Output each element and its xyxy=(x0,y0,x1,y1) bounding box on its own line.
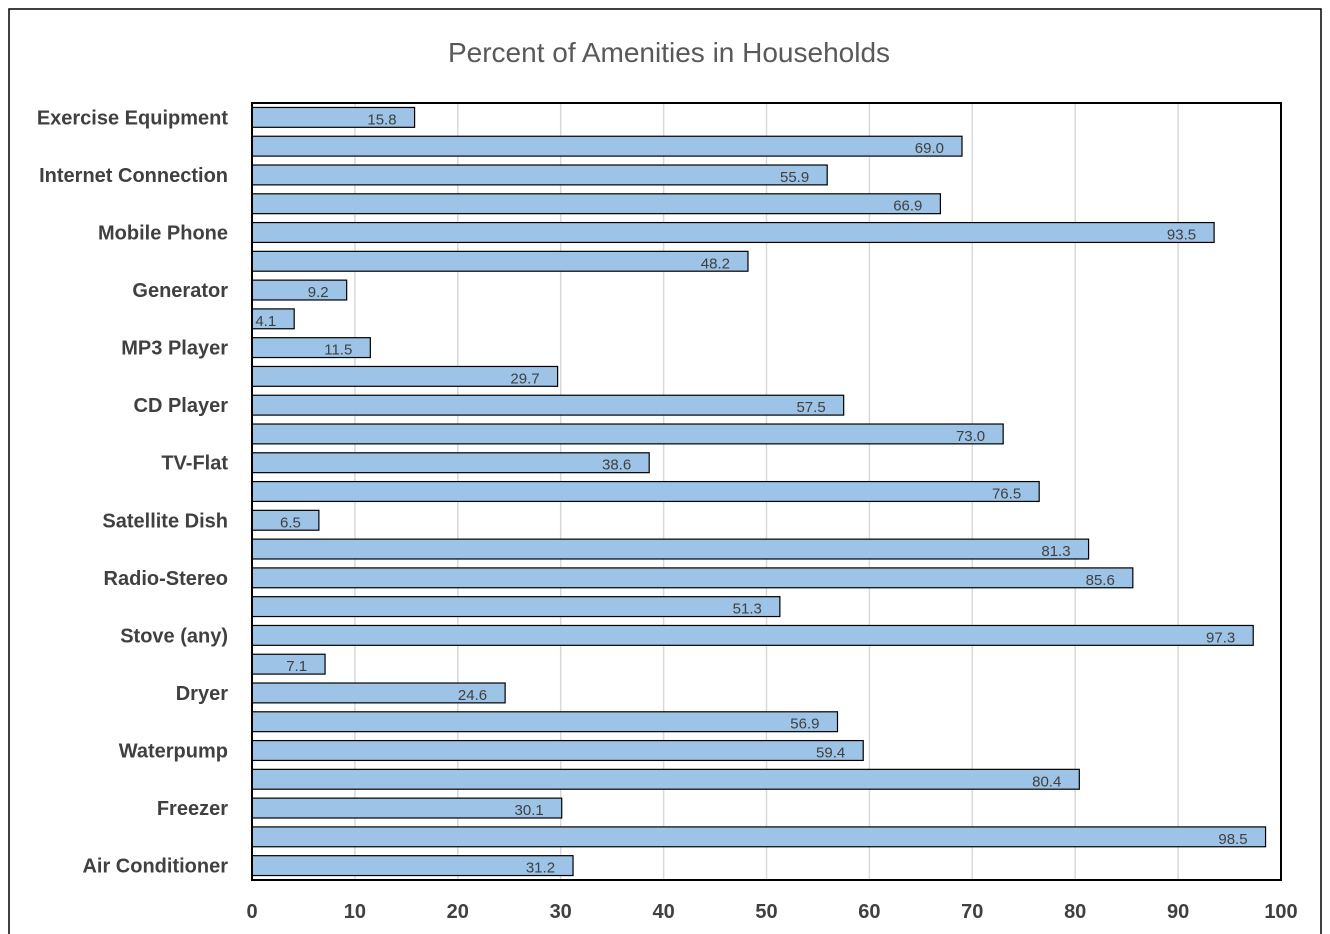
x-tick-label: 30 xyxy=(550,901,572,923)
category-label: Freezer xyxy=(157,798,228,820)
bar xyxy=(251,452,650,474)
category-label: Exercise Equipment xyxy=(37,107,229,129)
bar xyxy=(251,768,1080,790)
bar xyxy=(251,423,1004,445)
data-label: 24.6 xyxy=(458,687,487,704)
data-label: 85.6 xyxy=(1086,572,1115,589)
x-tick-label: 100 xyxy=(1264,901,1297,923)
data-label: 93.5 xyxy=(1167,227,1196,244)
data-label: 66.9 xyxy=(893,198,922,215)
bars: 31.2 98.5 30.1 80.4 59.4 56.9 24.6 7.1 97.3 51.3 8… xyxy=(251,106,1267,877)
bar xyxy=(251,394,845,416)
category-label: Generator xyxy=(132,280,228,302)
data-label: 15.8 xyxy=(367,111,396,128)
x-tick-label: 90 xyxy=(1167,901,1189,923)
bar xyxy=(251,135,963,157)
category-label: Waterpump xyxy=(119,741,228,763)
bar xyxy=(251,279,348,301)
bar xyxy=(251,538,1090,560)
category-label: Satellite Dish xyxy=(102,510,228,532)
x-tick-label: 60 xyxy=(858,901,880,923)
data-label: 9.2 xyxy=(308,284,329,301)
data-label: 80.4 xyxy=(1032,773,1061,790)
category-label: Air Conditioner xyxy=(82,856,228,878)
bar xyxy=(251,250,749,272)
category-labels: Air Conditioner Freezer Waterpump Dryer Stov… xyxy=(37,107,229,877)
data-label: 57.5 xyxy=(796,399,825,416)
bar xyxy=(251,711,839,733)
bar xyxy=(251,480,1040,503)
category-label: Internet Connection xyxy=(39,165,228,187)
data-label: 59.4 xyxy=(816,745,845,762)
data-label: 48.2 xyxy=(701,255,730,272)
data-label: 38.6 xyxy=(602,457,631,474)
data-label: 4.1 xyxy=(255,313,276,330)
bar xyxy=(251,624,1254,646)
x-tick-label: 10 xyxy=(344,901,366,923)
data-label: 81.3 xyxy=(1041,543,1070,560)
data-label: 29.7 xyxy=(510,370,539,387)
category-label: Dryer xyxy=(176,683,228,705)
category-label: Stove (any) xyxy=(120,625,228,647)
bar xyxy=(251,193,942,215)
data-label: 6.5 xyxy=(280,514,301,531)
data-label: 76.5 xyxy=(992,486,1021,503)
category-label: MP3 Player xyxy=(121,338,228,360)
data-label: 11.5 xyxy=(324,342,352,359)
x-tick-label: 70 xyxy=(961,901,983,923)
data-label: 97.3 xyxy=(1206,629,1235,646)
data-label: 73.0 xyxy=(956,428,985,445)
bar xyxy=(251,596,781,618)
x-tick-label: 40 xyxy=(652,901,674,923)
data-label: 69.0 xyxy=(915,140,944,157)
x-tick-label: 50 xyxy=(755,901,777,923)
data-label: 31.2 xyxy=(526,860,555,877)
category-label: CD Player xyxy=(134,395,229,417)
bar xyxy=(251,739,864,762)
chart-title: Percent of Amenities in Households xyxy=(448,37,890,68)
data-label: 98.5 xyxy=(1218,831,1247,848)
x-tick-label: 0 xyxy=(246,901,257,923)
x-tick-label: 20 xyxy=(447,901,469,923)
data-label: 55.9 xyxy=(780,169,809,186)
category-label: Mobile Phone xyxy=(98,223,228,245)
data-label: 30.1 xyxy=(515,802,544,819)
data-label: 51.3 xyxy=(733,601,762,618)
x-axis-tick-labels: 0 10 20 30 40 50 60 70 80 90 100 xyxy=(246,901,1297,923)
bar xyxy=(251,221,1215,244)
bar xyxy=(251,164,828,186)
category-label: Radio-Stereo xyxy=(104,568,228,590)
category-label: TV-Flat xyxy=(161,453,228,475)
bar xyxy=(251,337,371,359)
x-tick-label: 80 xyxy=(1064,901,1086,923)
data-label: 56.9 xyxy=(790,716,819,733)
plot-area-border xyxy=(251,102,1282,881)
bar xyxy=(251,826,1267,848)
bar xyxy=(251,567,1134,589)
data-label: 7.1 xyxy=(286,658,307,675)
